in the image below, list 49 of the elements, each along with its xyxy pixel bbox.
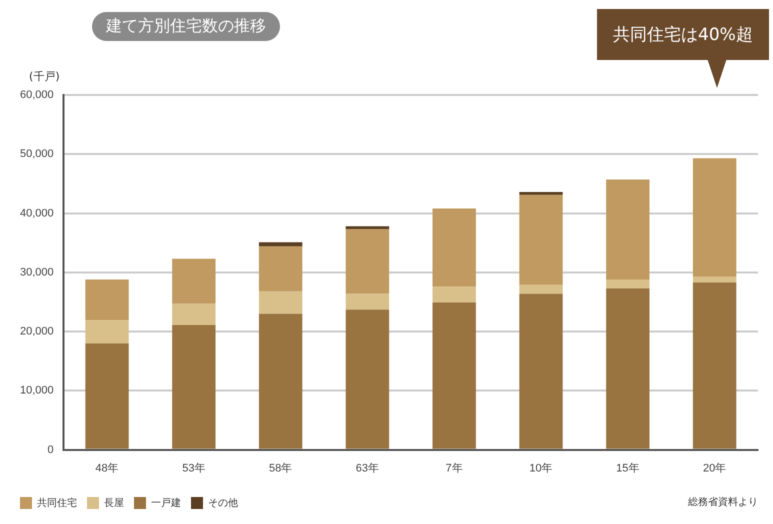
bar <box>172 258 216 304</box>
bar <box>258 314 302 449</box>
bar <box>519 192 563 195</box>
y-tick-label: 60,000 <box>20 89 54 102</box>
x-tick-label: 15年 <box>616 462 640 474</box>
bar <box>606 279 650 288</box>
bar <box>258 246 302 292</box>
bar <box>432 286 476 303</box>
bar <box>692 282 736 449</box>
y-axis-title: (千戸) <box>29 70 60 83</box>
bar <box>692 158 736 277</box>
bar <box>258 291 302 314</box>
y-tick-label: 30,000 <box>20 266 54 278</box>
legend-label: 一戸建 <box>151 496 181 509</box>
x-tick-label: 53年 <box>182 462 206 474</box>
legend-label: その他 <box>208 496 238 509</box>
y-tick-label: 50,000 <box>20 148 54 160</box>
x-tick-label: 20年 <box>702 462 726 474</box>
y-tick-label: 40,000 <box>20 207 54 220</box>
bar <box>346 310 390 449</box>
x-tick-label: 58年 <box>269 462 292 474</box>
bar <box>85 320 129 344</box>
legend-label: 共同住宅 <box>37 496 77 509</box>
y-tick-label: 10,000 <box>20 384 54 397</box>
bar <box>432 302 476 449</box>
bar <box>172 325 216 449</box>
x-tick-label: 7年 <box>446 462 463 474</box>
y-tick-label: 0 <box>48 444 54 456</box>
bar <box>519 294 563 449</box>
bar <box>172 304 216 326</box>
x-tick-label: 63年 <box>356 462 380 474</box>
x-tick-label: 10年 <box>529 462 553 474</box>
bar <box>519 284 563 294</box>
bar <box>85 343 129 449</box>
chart-title: 建て方別住宅数の推移 <box>92 12 280 41</box>
text: 共同住宅は40%超 <box>597 9 769 60</box>
legend-label: 長屋 <box>104 498 124 509</box>
x-tick-label: 48年 <box>95 462 119 474</box>
bar <box>606 180 650 280</box>
text: 総務省資料より <box>688 496 758 509</box>
bar <box>346 229 390 294</box>
bar <box>346 294 390 310</box>
bar <box>606 288 650 449</box>
y-tick-label: 20,000 <box>20 326 54 338</box>
bar <box>432 208 476 287</box>
bar <box>519 194 563 285</box>
bar <box>85 279 129 320</box>
bar <box>692 276 736 282</box>
bar <box>258 242 302 246</box>
